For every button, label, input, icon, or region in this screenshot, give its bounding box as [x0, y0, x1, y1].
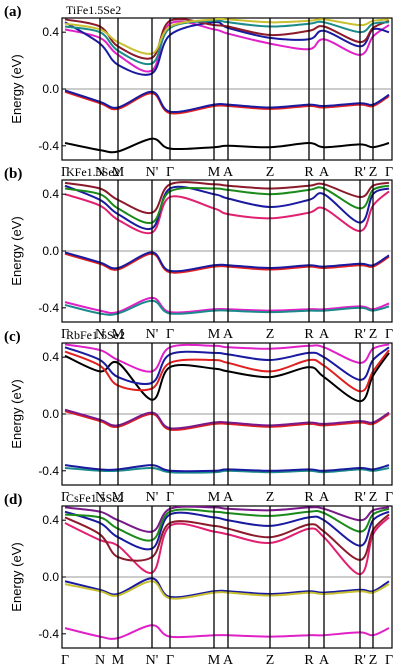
- kpoint-label: Γ: [385, 653, 393, 664]
- kpoint-label: A: [223, 165, 234, 180]
- kpoint-label: Z: [369, 490, 378, 505]
- y-tick-label: 0.4: [42, 25, 59, 39]
- material-label: TiFe1.5Se2: [66, 3, 121, 17]
- band-line-2: [64, 464, 390, 473]
- kpoint-label: A: [319, 653, 330, 664]
- kpoint-label: N: [95, 327, 105, 342]
- kpoint-label: A: [319, 327, 330, 342]
- kpoint-label: Γ: [166, 490, 174, 505]
- panel-label: (a): [4, 4, 22, 20]
- y-tick-label: -0.4: [38, 139, 59, 153]
- kpoint-label: N': [146, 327, 159, 342]
- kpoint-label: A: [319, 490, 330, 505]
- kpoint-label: A: [223, 327, 234, 342]
- kpoint-label: R: [304, 327, 314, 342]
- panel-label: (b): [4, 166, 22, 182]
- kpoint-label: Z: [266, 165, 275, 180]
- band-line-3: [64, 580, 390, 600]
- band-line-4: [64, 251, 390, 273]
- kpoint-label: R': [354, 490, 366, 505]
- material-label: RbFe1.5Se2: [66, 328, 125, 342]
- kpoint-label: Γ: [166, 327, 174, 342]
- kpoint-label: A: [223, 653, 234, 664]
- kpoint-label: N': [146, 653, 159, 664]
- kpoint-label: M: [208, 327, 221, 342]
- band-line-2: [64, 90, 390, 115]
- kpoint-label: M: [208, 653, 221, 664]
- y-axis-label: Energy (eV): [9, 379, 24, 448]
- bands-group: [64, 181, 390, 316]
- bands-group: [64, 18, 390, 154]
- band-line-2: [64, 577, 390, 599]
- kpoint-label: Γ: [61, 490, 69, 505]
- kpoint-label: M: [208, 490, 221, 505]
- y-tick-label: -0.4: [38, 464, 59, 478]
- band-line-1: [64, 137, 390, 154]
- kpoint-label: M: [112, 327, 125, 342]
- band-line-3: [64, 252, 390, 274]
- kpoint-label: Γ: [385, 490, 393, 505]
- kpoint-label: N: [95, 165, 105, 180]
- band-line-1: [64, 624, 390, 640]
- kpoint-label: R': [354, 653, 366, 664]
- kpoint-label: Z: [369, 653, 378, 664]
- kpoint-label: Γ: [385, 165, 393, 180]
- band-line-8: [64, 18, 390, 55]
- y-axis-label: Energy (eV): [9, 216, 24, 285]
- kpoint-label: R': [354, 165, 366, 180]
- kpoint-label: Γ: [166, 653, 174, 664]
- y-axis-label: Energy (eV): [9, 542, 24, 611]
- kpoint-label: M: [112, 490, 125, 505]
- bands-group: [64, 343, 390, 474]
- kpoint-label: M: [208, 165, 221, 180]
- y-tick-label: 0.0: [42, 244, 59, 258]
- kpoint-label: R: [304, 165, 314, 180]
- y-tick-label: 0.4: [42, 513, 59, 527]
- kpoint-label: Γ: [61, 653, 69, 664]
- kpoint-label: N: [95, 490, 105, 505]
- kpoint-label: M: [112, 165, 125, 180]
- y-axis-label: Energy (eV): [9, 54, 24, 123]
- band-line-5: [64, 21, 390, 76]
- band-line-4: [64, 408, 390, 430]
- band-line-6: [64, 184, 390, 231]
- y-tick-label: 0.0: [42, 82, 59, 96]
- kpoint-label: R: [304, 490, 314, 505]
- kpoint-label: A: [223, 490, 234, 505]
- panel-label: (c): [4, 329, 21, 345]
- kpoint-label: Γ: [166, 165, 174, 180]
- kpoint-label: N': [146, 165, 159, 180]
- kpoint-label: Γ: [385, 327, 393, 342]
- kpoint-label: Γ: [61, 165, 69, 180]
- kpoint-label: Z: [266, 490, 275, 505]
- kpoint-label: R': [354, 327, 366, 342]
- kpoint-label: N: [95, 653, 105, 664]
- material-label: KFe1.5Se2: [66, 165, 120, 179]
- y-tick-label: 0.0: [42, 570, 59, 584]
- band-line-5: [64, 352, 390, 403]
- kpoint-label: N': [146, 490, 159, 505]
- bands-group: [64, 506, 390, 640]
- kpoint-label: A: [319, 165, 330, 180]
- kpoint-label: Z: [266, 653, 275, 664]
- kpoint-label: Z: [266, 327, 275, 342]
- kpoint-label: M: [112, 653, 125, 664]
- kpoint-label: R: [304, 653, 314, 664]
- y-tick-label: 0.0: [42, 407, 59, 421]
- material-label: CsFe1.5Se2: [66, 491, 124, 505]
- kpoint-label: Z: [369, 327, 378, 342]
- y-tick-label: 0.4: [42, 187, 59, 201]
- y-tick-label: 0.4: [42, 350, 59, 364]
- kpoint-label: Z: [369, 165, 378, 180]
- y-tick-label: -0.4: [38, 627, 59, 641]
- y-tick-label: -0.4: [38, 301, 59, 315]
- panel-label: (d): [4, 492, 22, 508]
- kpoint-label: Γ: [61, 327, 69, 342]
